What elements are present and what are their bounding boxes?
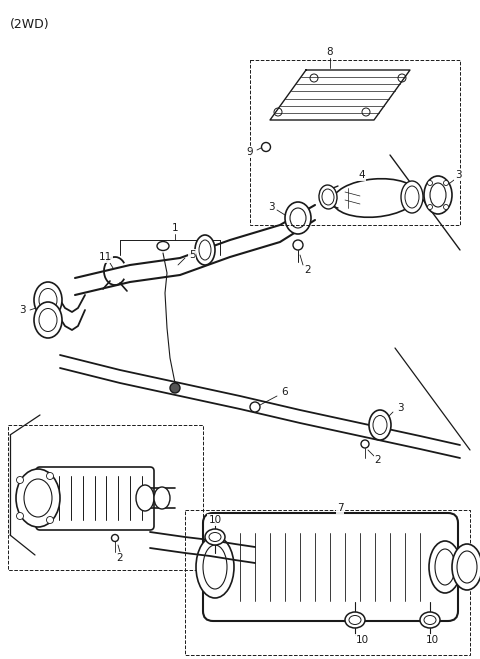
Ellipse shape <box>401 181 423 213</box>
Ellipse shape <box>196 536 234 598</box>
Ellipse shape <box>293 240 303 250</box>
Text: 9: 9 <box>247 147 253 157</box>
Text: 10: 10 <box>425 635 439 645</box>
Text: 10: 10 <box>355 635 369 645</box>
Ellipse shape <box>420 612 440 628</box>
Ellipse shape <box>444 181 448 185</box>
Ellipse shape <box>34 302 62 338</box>
Ellipse shape <box>250 402 260 412</box>
Ellipse shape <box>424 616 436 625</box>
Text: (2WD): (2WD) <box>10 18 49 31</box>
FancyBboxPatch shape <box>203 513 458 621</box>
Ellipse shape <box>430 183 446 207</box>
Ellipse shape <box>136 485 154 511</box>
Ellipse shape <box>373 416 387 434</box>
Bar <box>8 425 203 570</box>
Text: 4: 4 <box>359 170 365 180</box>
Text: 3: 3 <box>19 305 25 315</box>
Ellipse shape <box>444 204 448 210</box>
Text: 5: 5 <box>189 250 195 260</box>
Ellipse shape <box>111 534 119 542</box>
Ellipse shape <box>157 241 169 250</box>
Ellipse shape <box>262 142 271 152</box>
Ellipse shape <box>319 185 337 209</box>
Ellipse shape <box>285 202 311 234</box>
Ellipse shape <box>333 179 418 217</box>
Text: 2: 2 <box>305 265 312 275</box>
Ellipse shape <box>34 282 62 318</box>
Ellipse shape <box>195 235 215 265</box>
Ellipse shape <box>452 544 480 590</box>
Ellipse shape <box>203 545 227 589</box>
Ellipse shape <box>457 551 477 583</box>
Ellipse shape <box>290 208 306 228</box>
Ellipse shape <box>209 532 221 542</box>
Ellipse shape <box>16 476 24 484</box>
Ellipse shape <box>199 240 211 260</box>
Ellipse shape <box>428 204 432 210</box>
FancyBboxPatch shape <box>36 467 154 530</box>
Text: 2: 2 <box>117 553 123 563</box>
Text: 3: 3 <box>268 202 274 212</box>
Ellipse shape <box>435 549 455 585</box>
Ellipse shape <box>349 616 361 625</box>
Ellipse shape <box>24 479 52 517</box>
Ellipse shape <box>429 541 461 593</box>
Text: 6: 6 <box>282 387 288 397</box>
Text: 7: 7 <box>336 503 343 513</box>
Text: 3: 3 <box>396 403 403 413</box>
Ellipse shape <box>47 517 53 523</box>
Bar <box>185 510 470 655</box>
Ellipse shape <box>361 440 369 448</box>
Ellipse shape <box>39 308 57 331</box>
Text: 11: 11 <box>98 252 112 262</box>
Ellipse shape <box>369 410 391 440</box>
Text: 3: 3 <box>455 170 461 180</box>
Bar <box>250 60 460 225</box>
Ellipse shape <box>16 469 60 527</box>
Text: 1: 1 <box>172 223 178 233</box>
Ellipse shape <box>16 513 24 519</box>
Ellipse shape <box>428 181 432 185</box>
Ellipse shape <box>170 383 180 393</box>
Ellipse shape <box>154 487 170 509</box>
Ellipse shape <box>405 186 419 208</box>
Ellipse shape <box>47 473 53 480</box>
Text: 10: 10 <box>208 515 222 525</box>
Ellipse shape <box>345 612 365 628</box>
Ellipse shape <box>205 529 225 545</box>
Ellipse shape <box>424 176 452 214</box>
Ellipse shape <box>322 189 334 205</box>
Ellipse shape <box>39 289 57 312</box>
Text: 8: 8 <box>327 47 333 57</box>
Text: 2: 2 <box>375 455 381 465</box>
